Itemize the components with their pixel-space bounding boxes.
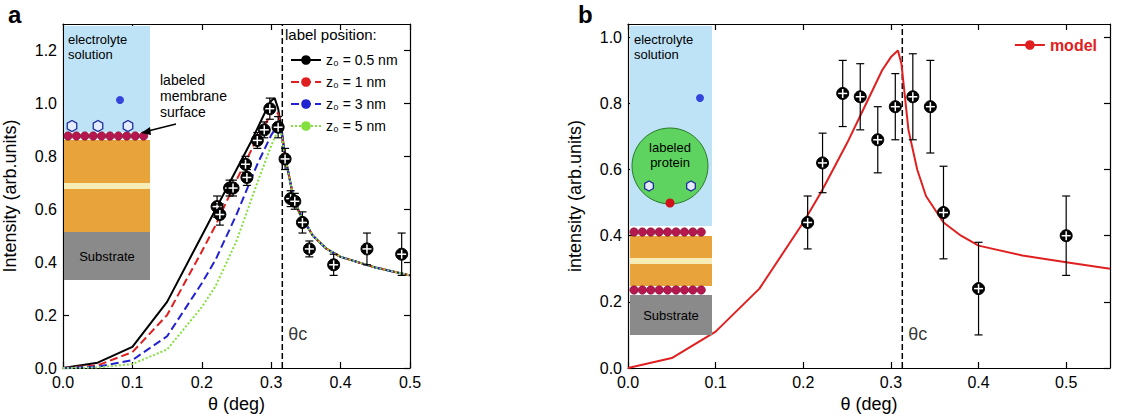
svg-text:0.4: 0.4 bbox=[329, 374, 351, 391]
svg-text:θc: θc bbox=[908, 324, 927, 344]
svg-text:0.1: 0.1 bbox=[705, 374, 727, 391]
svg-text:labeled: labeled bbox=[160, 72, 205, 88]
svg-text:a: a bbox=[8, 1, 22, 28]
svg-text:b: b bbox=[578, 1, 593, 28]
svg-text:z₀ = 5 nm: z₀ = 5 nm bbox=[326, 118, 386, 134]
svg-text:0.0: 0.0 bbox=[599, 359, 622, 377]
svg-text:0.0: 0.0 bbox=[34, 359, 57, 377]
svg-text:0.2: 0.2 bbox=[792, 374, 814, 391]
svg-text:labeled: labeled bbox=[649, 140, 691, 155]
svg-text:0.3: 0.3 bbox=[880, 374, 902, 391]
svg-text:z₀ = 3 nm: z₀ = 3 nm bbox=[326, 96, 386, 112]
svg-text:1.0: 1.0 bbox=[35, 95, 57, 112]
svg-text:electrolyte: electrolyte bbox=[634, 32, 693, 47]
svg-text:0.2: 0.2 bbox=[600, 293, 622, 310]
svg-text:0.4: 0.4 bbox=[600, 227, 622, 244]
svg-text:θc: θc bbox=[288, 324, 307, 344]
svg-text:θ (deg): θ (deg) bbox=[840, 394, 897, 414]
svg-text:0.6: 0.6 bbox=[600, 161, 622, 178]
svg-text:0.0: 0.0 bbox=[52, 374, 74, 391]
svg-text:0.1: 0.1 bbox=[121, 374, 143, 391]
svg-text:protein: protein bbox=[650, 155, 690, 170]
svg-text:0.4: 0.4 bbox=[967, 374, 989, 391]
svg-text:Substrate: Substrate bbox=[79, 249, 135, 264]
svg-text:0.3: 0.3 bbox=[260, 374, 282, 391]
svg-text:Substrate: Substrate bbox=[643, 308, 699, 323]
svg-text:0.2: 0.2 bbox=[35, 307, 57, 324]
svg-text:θ (deg): θ (deg) bbox=[208, 394, 265, 414]
svg-text:0.5: 0.5 bbox=[399, 374, 421, 391]
svg-text:0.4: 0.4 bbox=[35, 254, 57, 271]
svg-text:solution: solution bbox=[68, 47, 113, 62]
svg-text:0.2: 0.2 bbox=[191, 374, 213, 391]
svg-text:0.8: 0.8 bbox=[600, 95, 622, 112]
svg-text:1.0: 1.0 bbox=[600, 29, 622, 46]
svg-text:intensity (arb.units): intensity (arb.units) bbox=[565, 120, 585, 272]
svg-text:surface: surface bbox=[160, 104, 206, 120]
svg-text:label position:: label position: bbox=[285, 26, 377, 43]
svg-text:z₀ = 0.5 nm: z₀ = 0.5 nm bbox=[326, 52, 398, 68]
svg-text:1.2: 1.2 bbox=[35, 42, 57, 59]
svg-text:Intensity (arb.units): Intensity (arb.units) bbox=[0, 119, 20, 272]
svg-text:0.5: 0.5 bbox=[1055, 374, 1077, 391]
svg-text:electrolyte: electrolyte bbox=[68, 32, 127, 47]
svg-text:0.0: 0.0 bbox=[617, 374, 639, 391]
svg-text:z₀ = 1 nm: z₀ = 1 nm bbox=[326, 74, 386, 90]
svg-text:solution: solution bbox=[634, 47, 679, 62]
svg-text:0.6: 0.6 bbox=[35, 201, 57, 218]
svg-text:0.8: 0.8 bbox=[35, 148, 57, 165]
svg-text:model: model bbox=[1050, 37, 1097, 54]
svg-text:membrane: membrane bbox=[160, 88, 227, 104]
